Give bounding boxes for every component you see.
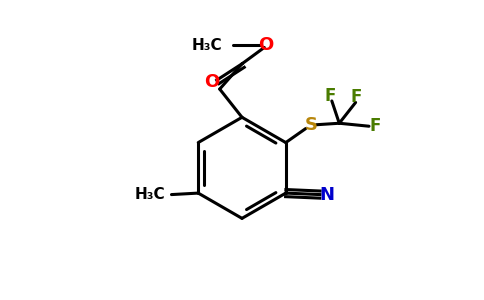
Text: O: O <box>258 36 273 54</box>
Text: N: N <box>319 186 334 204</box>
Text: F: F <box>369 117 380 135</box>
Text: F: F <box>325 87 336 105</box>
Text: S: S <box>304 116 318 134</box>
Text: H₃C: H₃C <box>192 38 223 52</box>
Text: H₃C: H₃C <box>135 187 165 202</box>
Text: O: O <box>204 73 219 91</box>
Text: F: F <box>350 88 362 106</box>
